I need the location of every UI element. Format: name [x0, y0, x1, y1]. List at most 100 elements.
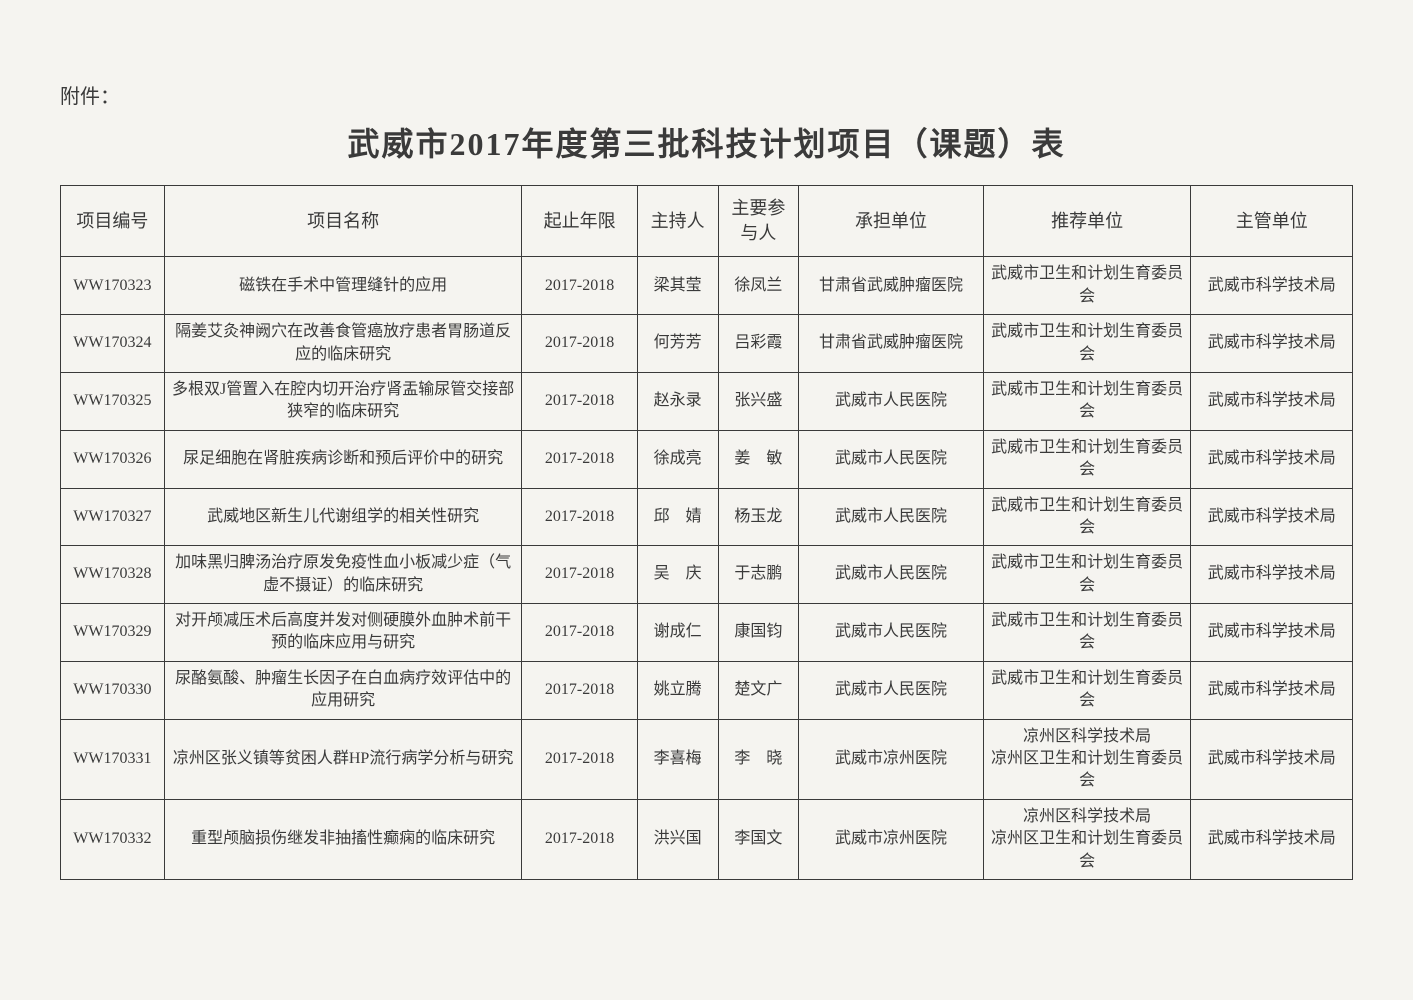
cell-participant: 徐凤兰 — [718, 257, 799, 315]
table-row: WW170327武威地区新生儿代谢组学的相关性研究2017-2018邱 婧杨玉龙… — [61, 488, 1353, 546]
cell-supervise: 武威市科学技术局 — [1191, 315, 1353, 373]
cell-participant: 李 晓 — [718, 719, 799, 799]
cell-participant: 张兴盛 — [718, 372, 799, 430]
cell-recommend: 武威市卫生和计划生育委员会 — [983, 546, 1191, 604]
cell-lead: 梁其莹 — [637, 257, 718, 315]
table-row: WW170331凉州区张义镇等贫困人群HP流行病学分析与研究2017-2018李… — [61, 719, 1353, 799]
table-row: WW170325多根双J管置入在腔内切开治疗肾盂输尿管交接部狭窄的临床研究201… — [61, 372, 1353, 430]
cell-lead: 吴 庆 — [637, 546, 718, 604]
cell-org: 武威市人民医院 — [799, 372, 984, 430]
cell-lead: 谢成仁 — [637, 604, 718, 662]
cell-participant: 李国文 — [718, 799, 799, 879]
cell-lead: 何芳芳 — [637, 315, 718, 373]
cell-org: 甘肃省武威肿瘤医院 — [799, 257, 984, 315]
cell-supervise: 武威市科学技术局 — [1191, 719, 1353, 799]
table-body: WW170323磁铁在手术中管理缝针的应用2017-2018梁其莹徐凤兰甘肃省武… — [61, 257, 1353, 880]
cell-id: WW170328 — [61, 546, 165, 604]
cell-year: 2017-2018 — [522, 372, 637, 430]
cell-name: 武威地区新生儿代谢组学的相关性研究 — [164, 488, 522, 546]
cell-year: 2017-2018 — [522, 719, 637, 799]
cell-participant: 康国钧 — [718, 604, 799, 662]
cell-name: 多根双J管置入在腔内切开治疗肾盂输尿管交接部狭窄的临床研究 — [164, 372, 522, 430]
col-header-id: 项目编号 — [61, 186, 165, 257]
cell-id: WW170327 — [61, 488, 165, 546]
table-row: WW170323磁铁在手术中管理缝针的应用2017-2018梁其莹徐凤兰甘肃省武… — [61, 257, 1353, 315]
cell-recommend: 武威市卫生和计划生育委员会 — [983, 430, 1191, 488]
cell-org: 武威市凉州医院 — [799, 799, 984, 879]
cell-name: 尿足细胞在肾脏疾病诊断和预后评价中的研究 — [164, 430, 522, 488]
cell-recommend: 武威市卫生和计划生育委员会 — [983, 488, 1191, 546]
col-header-recommend: 推荐单位 — [983, 186, 1191, 257]
cell-supervise: 武威市科学技术局 — [1191, 488, 1353, 546]
cell-id: WW170325 — [61, 372, 165, 430]
cell-recommend: 武威市卫生和计划生育委员会 — [983, 661, 1191, 719]
cell-recommend: 武威市卫生和计划生育委员会 — [983, 315, 1191, 373]
cell-year: 2017-2018 — [522, 604, 637, 662]
cell-id: WW170332 — [61, 799, 165, 879]
cell-id: WW170331 — [61, 719, 165, 799]
cell-org: 武威市人民医院 — [799, 430, 984, 488]
cell-year: 2017-2018 — [522, 546, 637, 604]
cell-org: 甘肃省武威肿瘤医院 — [799, 315, 984, 373]
cell-recommend: 武威市卫生和计划生育委员会 — [983, 604, 1191, 662]
cell-supervise: 武威市科学技术局 — [1191, 430, 1353, 488]
cell-org: 武威市人民医院 — [799, 604, 984, 662]
cell-lead: 李喜梅 — [637, 719, 718, 799]
table-row: WW170330尿酪氨酸、肿瘤生长因子在白血病疗效评估中的应用研究2017-20… — [61, 661, 1353, 719]
col-header-supervise: 主管单位 — [1191, 186, 1353, 257]
cell-lead: 徐成亮 — [637, 430, 718, 488]
cell-lead: 姚立腾 — [637, 661, 718, 719]
cell-name: 凉州区张义镇等贫困人群HP流行病学分析与研究 — [164, 719, 522, 799]
cell-org: 武威市人民医院 — [799, 661, 984, 719]
cell-year: 2017-2018 — [522, 488, 637, 546]
cell-participant: 杨玉龙 — [718, 488, 799, 546]
cell-year: 2017-2018 — [522, 661, 637, 719]
table-row: WW170324隔姜艾灸神阙穴在改善食管癌放疗患者胃肠道反应的临床研究2017-… — [61, 315, 1353, 373]
table-row: WW170326尿足细胞在肾脏疾病诊断和预后评价中的研究2017-2018徐成亮… — [61, 430, 1353, 488]
cell-name: 重型颅脑损伤继发非抽搐性癫痫的临床研究 — [164, 799, 522, 879]
table-row: WW170328加味黑归脾汤治疗原发免疫性血小板减少症（气虚不摄证）的临床研究2… — [61, 546, 1353, 604]
cell-participant: 楚文广 — [718, 661, 799, 719]
col-header-org: 承担单位 — [799, 186, 984, 257]
cell-id: WW170330 — [61, 661, 165, 719]
cell-org: 武威市人民医院 — [799, 488, 984, 546]
cell-year: 2017-2018 — [522, 799, 637, 879]
cell-lead: 邱 婧 — [637, 488, 718, 546]
attachment-label: 附件： — [60, 80, 1353, 109]
col-header-lead: 主持人 — [637, 186, 718, 257]
cell-lead: 赵永录 — [637, 372, 718, 430]
cell-name: 磁铁在手术中管理缝针的应用 — [164, 257, 522, 315]
cell-participant: 吕彩霞 — [718, 315, 799, 373]
cell-supervise: 武威市科学技术局 — [1191, 257, 1353, 315]
cell-supervise: 武威市科学技术局 — [1191, 372, 1353, 430]
cell-name: 尿酪氨酸、肿瘤生长因子在白血病疗效评估中的应用研究 — [164, 661, 522, 719]
cell-org: 武威市人民医院 — [799, 546, 984, 604]
col-header-name: 项目名称 — [164, 186, 522, 257]
col-header-participant: 主要参与人 — [718, 186, 799, 257]
table-row: WW170332重型颅脑损伤继发非抽搐性癫痫的临床研究2017-2018洪兴国李… — [61, 799, 1353, 879]
cell-supervise: 武威市科学技术局 — [1191, 604, 1353, 662]
cell-id: WW170326 — [61, 430, 165, 488]
cell-participant: 姜 敏 — [718, 430, 799, 488]
cell-supervise: 武威市科学技术局 — [1191, 799, 1353, 879]
cell-year: 2017-2018 — [522, 430, 637, 488]
cell-name: 隔姜艾灸神阙穴在改善食管癌放疗患者胃肠道反应的临床研究 — [164, 315, 522, 373]
cell-lead: 洪兴国 — [637, 799, 718, 879]
cell-name: 对开颅减压术后高度并发对侧硬膜外血肿术前干预的临床应用与研究 — [164, 604, 522, 662]
cell-id: WW170324 — [61, 315, 165, 373]
table-row: WW170329对开颅减压术后高度并发对侧硬膜外血肿术前干预的临床应用与研究20… — [61, 604, 1353, 662]
cell-id: WW170329 — [61, 604, 165, 662]
cell-id: WW170323 — [61, 257, 165, 315]
cell-supervise: 武威市科学技术局 — [1191, 661, 1353, 719]
page-title: 武威市2017年度第三批科技计划项目（课题）表 — [60, 119, 1353, 165]
cell-name: 加味黑归脾汤治疗原发免疫性血小板减少症（气虚不摄证）的临床研究 — [164, 546, 522, 604]
col-header-year: 起止年限 — [522, 186, 637, 257]
cell-year: 2017-2018 — [522, 257, 637, 315]
cell-recommend: 凉州区科学技术局 凉州区卫生和计划生育委员会 — [983, 799, 1191, 879]
cell-participant: 于志鹏 — [718, 546, 799, 604]
cell-recommend: 武威市卫生和计划生育委员会 — [983, 372, 1191, 430]
cell-recommend: 武威市卫生和计划生育委员会 — [983, 257, 1191, 315]
cell-supervise: 武威市科学技术局 — [1191, 546, 1353, 604]
cell-recommend: 凉州区科学技术局 凉州区卫生和计划生育委员会 — [983, 719, 1191, 799]
table-header-row: 项目编号 项目名称 起止年限 主持人 主要参与人 承担单位 推荐单位 主管单位 — [61, 186, 1353, 257]
